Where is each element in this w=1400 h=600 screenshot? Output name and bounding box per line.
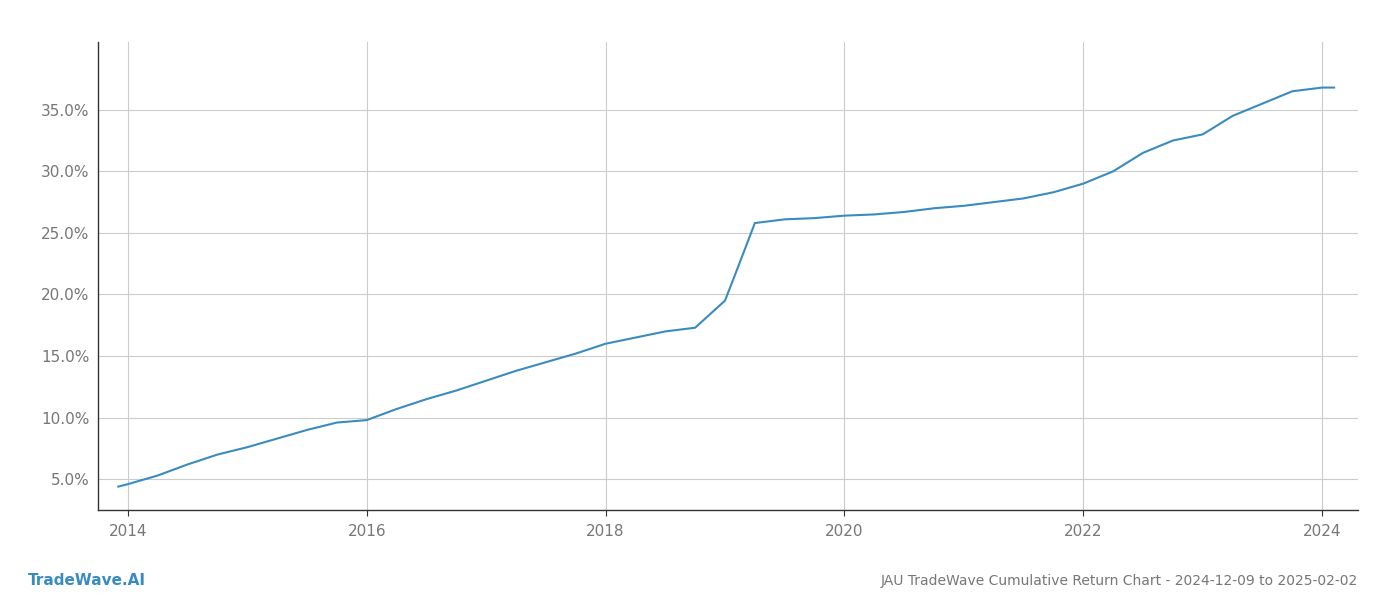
Text: JAU TradeWave Cumulative Return Chart - 2024-12-09 to 2025-02-02: JAU TradeWave Cumulative Return Chart - … [881,574,1358,588]
Text: TradeWave.AI: TradeWave.AI [28,573,146,588]
